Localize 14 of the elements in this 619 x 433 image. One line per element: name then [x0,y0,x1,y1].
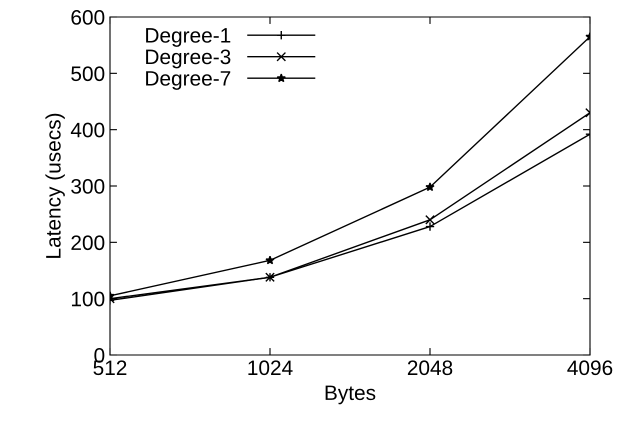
x-tick-label: 1024 [248,360,293,376]
y-tick-label: 400 [70,122,104,138]
y-tick-label: 200 [71,235,104,250]
y-tick-label: 500 [71,66,104,82]
y-axis-title: Latency (usecs) [45,114,65,258]
x-tick-label: 4096 [567,360,612,376]
y-tick-label: 600 [71,10,104,25]
legend-label: Degree-3 [146,49,230,68]
x-tick-label: 2048 [408,360,452,376]
y-tick-label: 100 [72,292,104,306]
legend-label: Degree-7 [146,71,230,90]
x-axis-title: Bytes [326,386,376,404]
y-tick-label: 300 [71,179,104,194]
legend-label: Degree-1 [146,28,230,47]
